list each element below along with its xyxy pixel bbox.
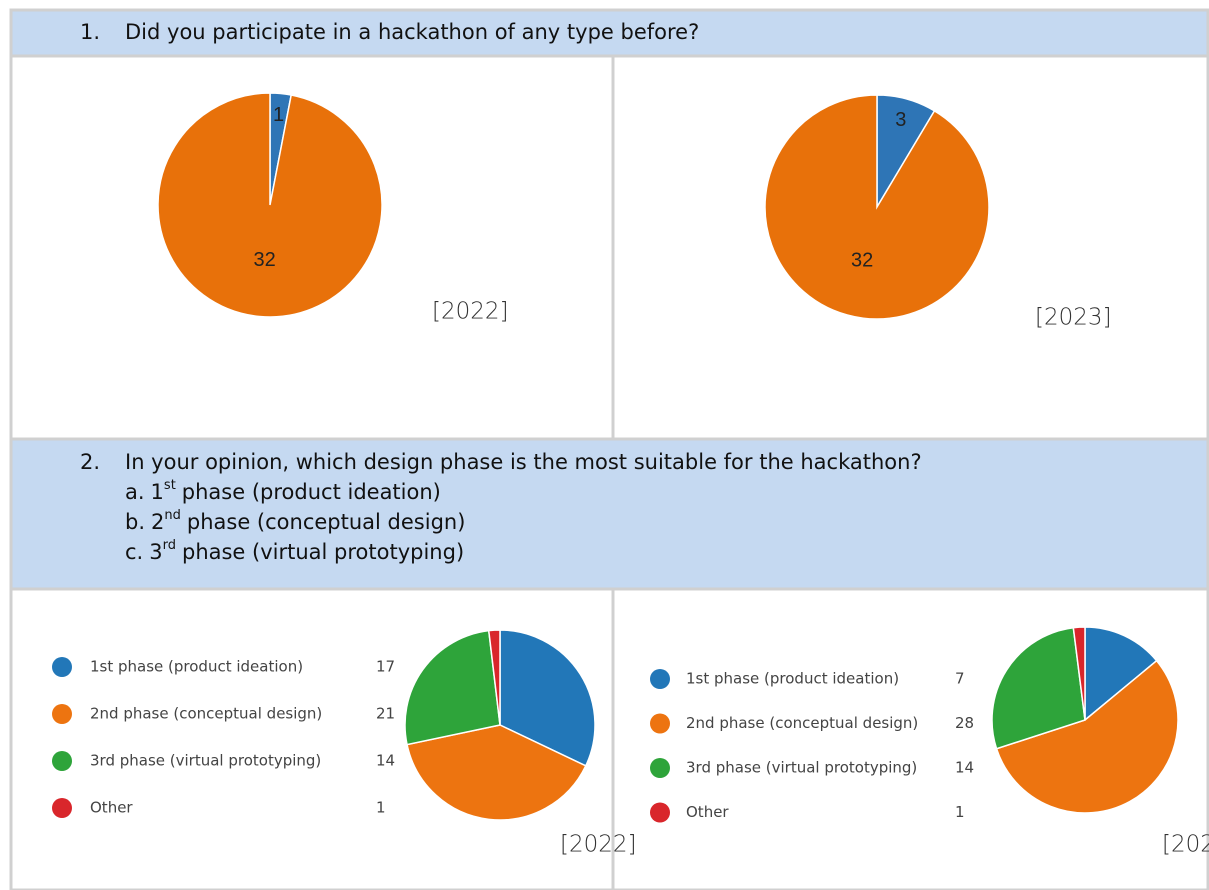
caption: [2023] — [1162, 832, 1209, 858]
legend-dot — [650, 713, 670, 734]
question-title: Did you participate in a hackathon of an… — [125, 20, 699, 44]
legend-label: Other — [90, 799, 133, 817]
option-sup: rd — [163, 538, 176, 553]
pie-slice — [404, 629, 501, 746]
table-border — [9, 8, 1209, 890]
legend-value: 7 — [955, 670, 965, 688]
pie-slice — [764, 94, 990, 320]
header-row — [10, 440, 1209, 589]
legend-dot — [52, 751, 72, 771]
option: b. 2nd phase (conceptual design) — [125, 508, 465, 535]
legend-label: 3rd phase (virtual prototyping) — [686, 759, 917, 777]
legend-value: 17 — [376, 658, 395, 676]
caption: [2022] — [560, 832, 636, 858]
legend-label: 2nd phase (conceptual design) — [90, 705, 322, 723]
legend-label: 2nd phase (conceptual design) — [686, 714, 918, 732]
option: a. 1st phase (product ideation) — [125, 478, 441, 505]
legend-value: 1 — [955, 803, 965, 821]
pie-slice — [991, 626, 1086, 750]
table-borders — [9, 8, 1209, 890]
option-ordinal: 1 — [151, 480, 164, 504]
pie-slice — [1072, 626, 1086, 721]
option-text: phase (product ideation) — [182, 480, 441, 504]
legend-label: 1st phase (product ideation) — [686, 670, 899, 688]
pie-slice — [406, 724, 587, 821]
legend-dot — [52, 798, 72, 818]
pie-slice — [487, 629, 501, 726]
legend-value: 14 — [376, 752, 395, 770]
option-label: c. — [125, 540, 143, 564]
slice-label: 3 — [895, 109, 906, 131]
legend-value: 21 — [376, 705, 395, 723]
legend-dot — [52, 704, 72, 724]
legend-value: 1 — [376, 799, 386, 817]
pie-slice — [157, 92, 383, 318]
legend-dot — [650, 669, 670, 689]
option-sup: nd — [164, 508, 181, 523]
slice-label: 32 — [254, 249, 276, 271]
legend-label: 1st phase (product ideation) — [90, 658, 303, 676]
legend-label: Other — [686, 803, 729, 821]
option-sup: st — [164, 478, 176, 493]
option-text: phase (virtual prototyping) — [182, 540, 464, 564]
slice-label: 32 — [851, 249, 873, 271]
legend-value: 28 — [955, 714, 974, 732]
pie-slice — [1084, 626, 1158, 722]
question-number: 1. — [80, 20, 100, 44]
option-text: phase (conceptual design) — [187, 510, 466, 534]
legend-dot — [650, 802, 670, 823]
question-number: 2. — [80, 450, 100, 474]
legend-dot — [52, 657, 72, 677]
legend-dot — [650, 758, 670, 778]
caption: [2022] — [432, 299, 508, 325]
option-ordinal: 3 — [149, 540, 162, 564]
legend-label: 3rd phase (virtual prototyping) — [90, 752, 321, 770]
caption: [2023] — [1035, 305, 1111, 331]
slice-label: 1 — [273, 104, 284, 126]
legend-value: 14 — [955, 759, 974, 777]
option-label: a. — [125, 480, 145, 504]
option-label: b. — [125, 510, 145, 534]
pie-slice — [995, 659, 1179, 814]
option-ordinal: 2 — [151, 510, 164, 534]
option: c. 3rd phase (virtual prototyping) — [125, 538, 464, 565]
header-row — [10, 10, 1209, 55]
pie-slice — [499, 629, 596, 767]
question-title: In your opinion, which design phase is t… — [125, 450, 922, 474]
